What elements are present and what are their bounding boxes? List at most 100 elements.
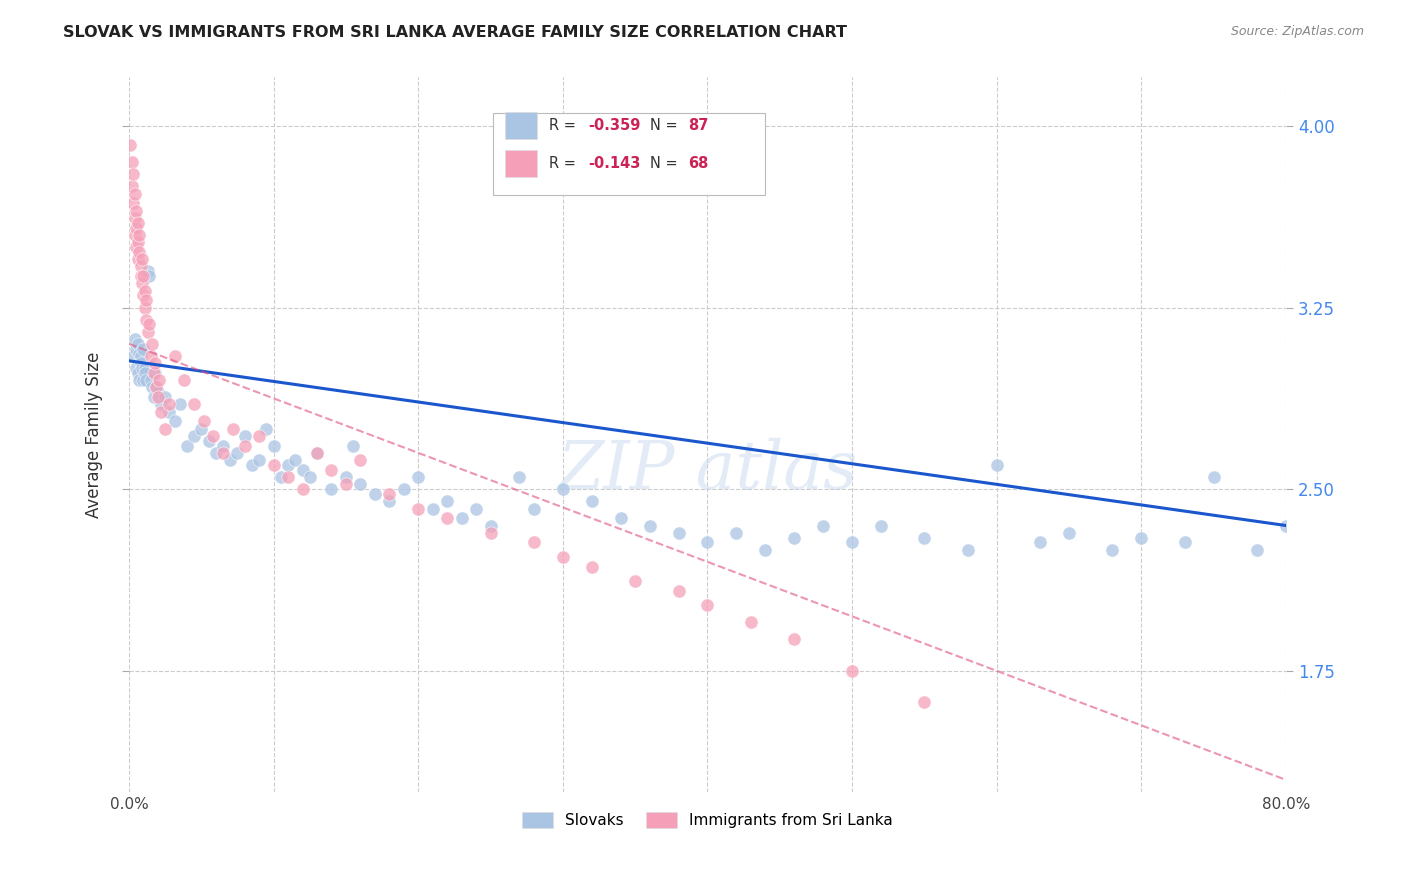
Point	[134, 284, 156, 298]
Point	[811, 518, 834, 533]
Point	[247, 453, 270, 467]
Point	[212, 439, 235, 453]
Point	[291, 482, 314, 496]
Point	[142, 390, 165, 404]
Point	[204, 446, 226, 460]
Point	[129, 260, 152, 274]
Point	[725, 525, 748, 540]
Point	[149, 397, 172, 411]
Text: 87: 87	[688, 119, 709, 134]
Point	[193, 414, 215, 428]
Point	[132, 342, 155, 356]
Point	[349, 453, 371, 467]
Text: -0.143: -0.143	[588, 156, 641, 171]
Point	[134, 301, 156, 315]
Point	[841, 664, 863, 678]
Point	[305, 446, 328, 460]
Point	[624, 574, 647, 589]
Point	[349, 477, 371, 491]
Point	[122, 167, 145, 181]
Text: N =: N =	[650, 119, 682, 134]
Point	[609, 511, 631, 525]
Point	[138, 318, 160, 332]
Point	[153, 390, 176, 404]
Point	[165, 414, 187, 428]
Point	[479, 518, 502, 533]
FancyBboxPatch shape	[505, 150, 537, 178]
Point	[145, 380, 167, 394]
Point	[364, 487, 387, 501]
Point	[122, 349, 145, 363]
Point	[128, 244, 150, 259]
Point	[696, 599, 718, 613]
Point	[121, 155, 143, 169]
Point	[135, 312, 157, 326]
Text: ZIP atlas: ZIP atlas	[557, 438, 858, 503]
Point	[183, 397, 205, 411]
Point	[125, 361, 148, 376]
Point	[378, 494, 401, 508]
Point	[912, 531, 935, 545]
Point	[226, 446, 249, 460]
Point	[128, 373, 150, 387]
FancyBboxPatch shape	[494, 113, 765, 195]
Point	[143, 366, 166, 380]
Text: Source: ZipAtlas.com: Source: ZipAtlas.com	[1230, 25, 1364, 38]
Point	[270, 470, 292, 484]
Point	[134, 366, 156, 380]
Point	[841, 535, 863, 549]
Point	[263, 439, 285, 453]
Point	[136, 264, 159, 278]
Point	[148, 373, 170, 387]
Point	[740, 615, 762, 630]
Point	[1275, 518, 1298, 533]
Point	[125, 220, 148, 235]
Point	[233, 429, 256, 443]
Point	[1057, 525, 1080, 540]
Point	[135, 373, 157, 387]
Point	[581, 494, 603, 508]
Point	[201, 429, 224, 443]
Point	[139, 373, 162, 387]
Point	[1202, 470, 1225, 484]
Text: N =: N =	[650, 156, 682, 171]
Point	[212, 446, 235, 460]
Point	[436, 511, 458, 525]
Point	[321, 463, 343, 477]
Point	[173, 373, 195, 387]
Point	[146, 390, 169, 404]
Point	[132, 373, 155, 387]
Point	[145, 380, 167, 394]
Point	[132, 288, 155, 302]
Point	[131, 361, 153, 376]
Point	[139, 349, 162, 363]
Point	[127, 235, 149, 249]
Point	[240, 458, 263, 472]
Point	[298, 470, 321, 484]
Point	[754, 542, 776, 557]
Point	[277, 470, 299, 484]
Point	[131, 277, 153, 291]
Point	[143, 356, 166, 370]
Point	[335, 477, 357, 491]
Point	[668, 583, 690, 598]
Text: 68: 68	[688, 156, 709, 171]
Point	[912, 695, 935, 709]
Point	[305, 446, 328, 460]
Point	[129, 356, 152, 370]
Point	[135, 293, 157, 308]
Point	[465, 501, 488, 516]
Point	[870, 518, 893, 533]
Point	[247, 429, 270, 443]
Point	[176, 439, 198, 453]
Point	[551, 549, 574, 564]
Point	[523, 501, 546, 516]
Point	[169, 397, 191, 411]
Point	[321, 482, 343, 496]
Point	[197, 434, 219, 448]
Text: R =: R =	[548, 119, 581, 134]
Point	[783, 531, 806, 545]
Point	[127, 216, 149, 230]
Point	[136, 325, 159, 339]
Point	[129, 268, 152, 283]
